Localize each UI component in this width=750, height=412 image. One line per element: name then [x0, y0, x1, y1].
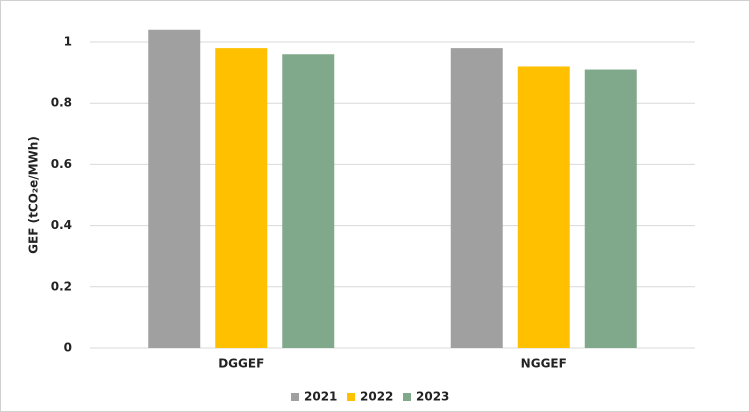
legend-swatch [403, 393, 411, 401]
legend-label: 2022 [360, 390, 393, 404]
bar [450, 48, 503, 349]
y-axis-label: GEF (tCO₂e/MWh) [27, 136, 41, 254]
bar [148, 29, 201, 348]
legend-swatch [291, 393, 299, 401]
y-tick-label: 1 [64, 35, 72, 49]
y-tick-label: 0.2 [51, 279, 72, 293]
y-tick-label: 0.6 [51, 157, 72, 171]
legend-label: 2023 [416, 390, 449, 404]
y-tick-label: 0 [64, 341, 72, 355]
x-tick-label: DGGEF [218, 357, 264, 371]
y-tick-label: 0.8 [51, 96, 72, 110]
x-tick-label: NGGEF [521, 357, 567, 371]
y-tick-label: 0.4 [51, 218, 72, 232]
legend-label: 2021 [304, 390, 337, 404]
bar [584, 69, 637, 348]
bar [215, 48, 268, 349]
bar [517, 66, 570, 348]
legend-swatch [347, 393, 355, 401]
bar [282, 54, 335, 349]
